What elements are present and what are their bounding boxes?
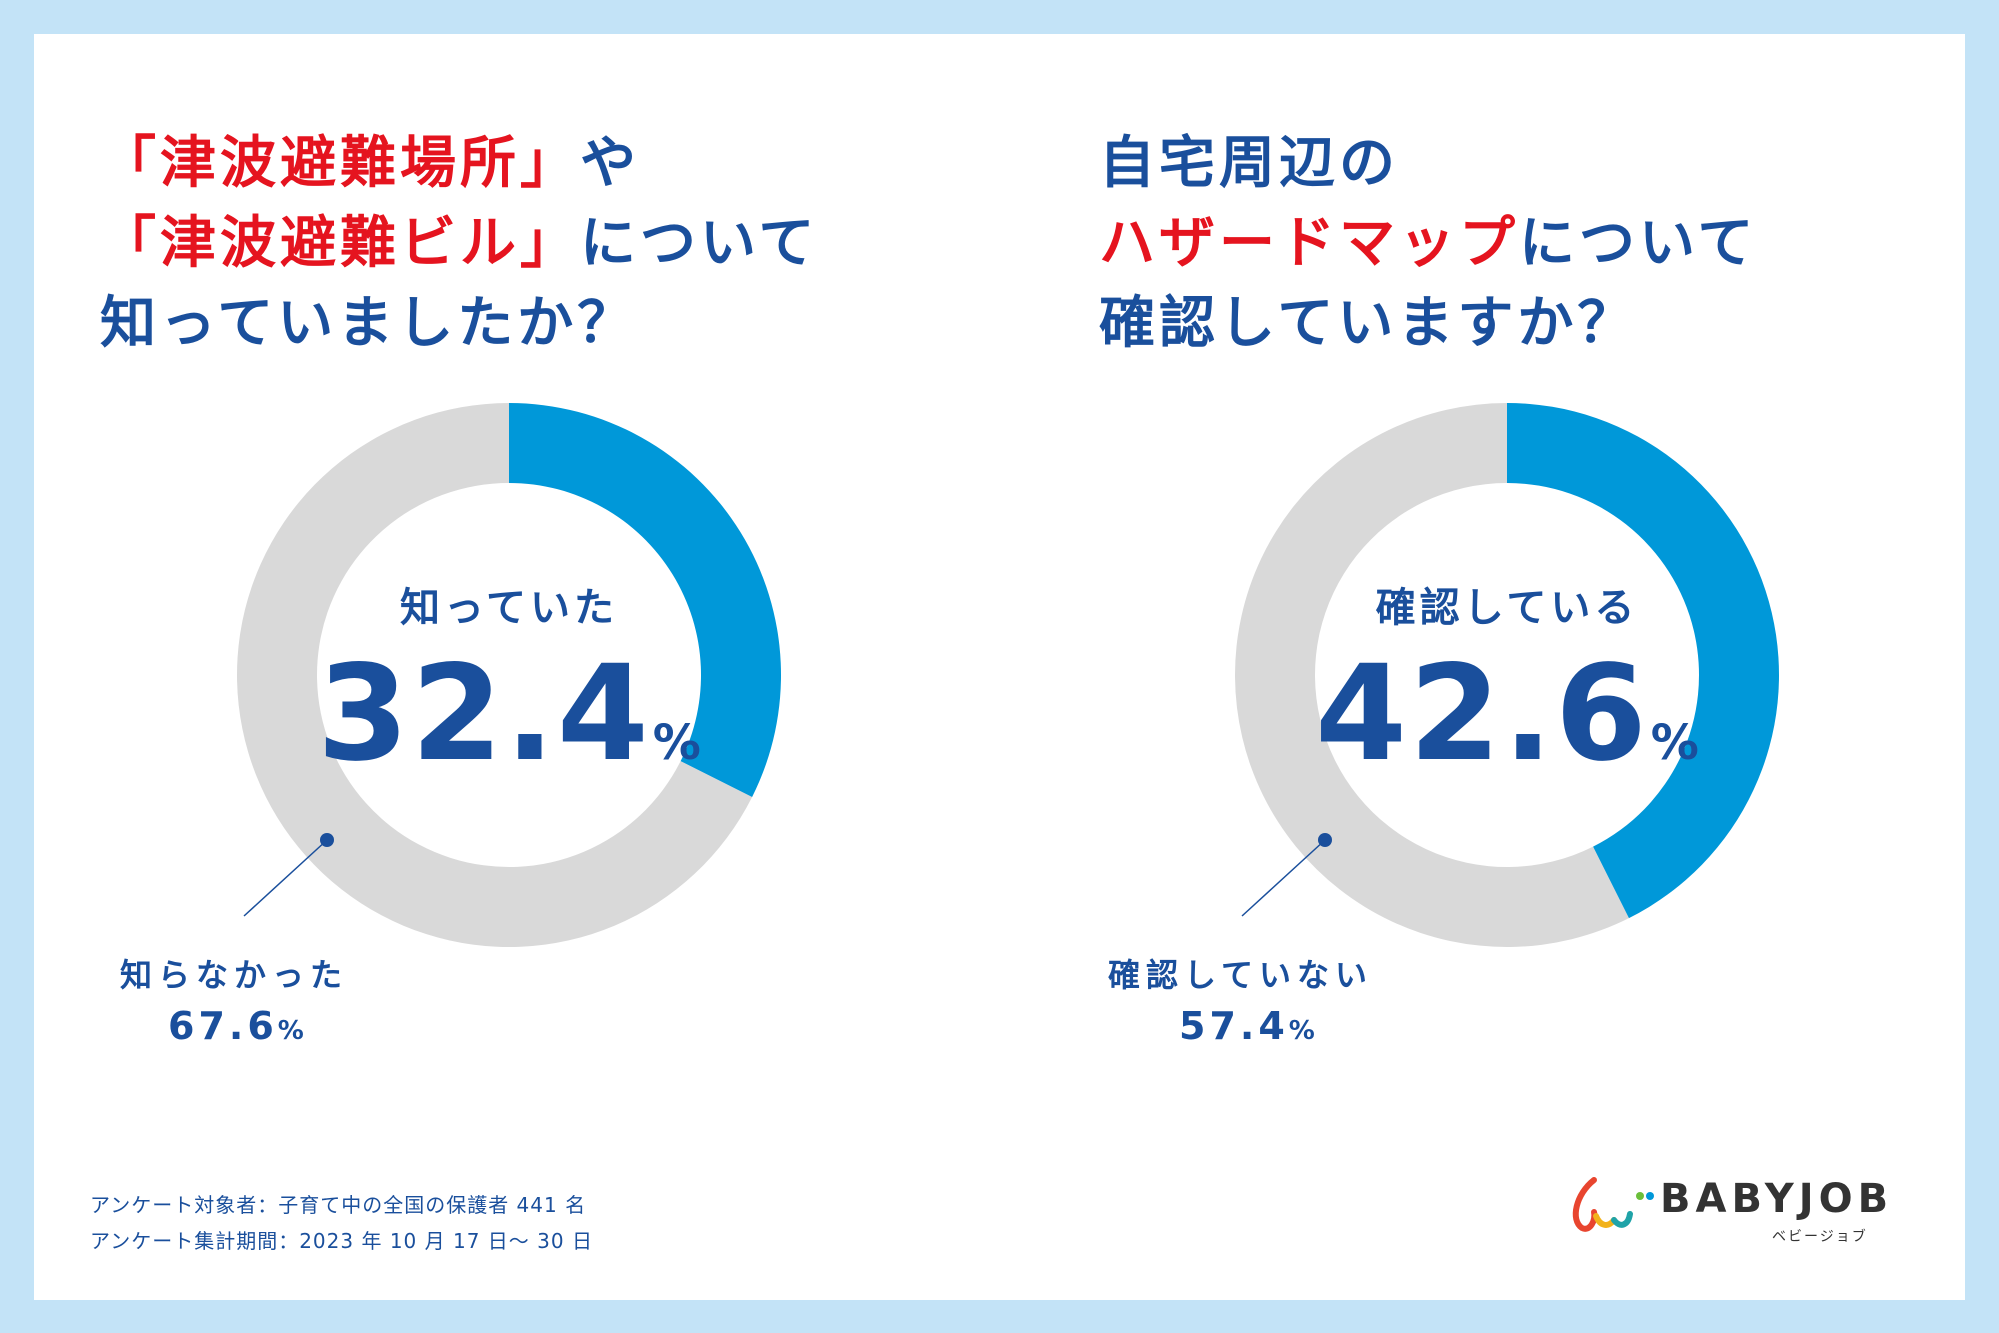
other-slice-value-right: 57.4% xyxy=(1179,1004,1319,1048)
babyjob-logo-mark-icon xyxy=(1572,1177,1654,1232)
other-value-unit-right: % xyxy=(1288,1016,1319,1046)
slice-other-left xyxy=(236,403,753,947)
left-question-title: 「津波避難場所」や 「津波避難ビル」について 知っていましたか？ xyxy=(100,124,818,364)
survey-period-note: アンケート集計期間：2023 年 10 月 17 日～ 30 日 xyxy=(90,1229,593,1253)
slice-other-right xyxy=(1235,403,1629,947)
slice-main-right xyxy=(1507,403,1779,919)
donut-svg-left xyxy=(236,403,781,947)
main-slice-label-right: 確認している xyxy=(1375,585,1639,631)
other-slice-label-left: 知らなかった xyxy=(120,956,349,994)
right-title-line-3: 確認していますか？ xyxy=(1099,291,1638,356)
logo-kana: ベビージョブ xyxy=(1772,1229,1868,1245)
babyjob-logo: BABYJOB ベビージョブ xyxy=(1564,1168,1904,1248)
main-slice-value-right: 42.6% xyxy=(1227,637,1787,791)
other-slice-value-left: 67.6% xyxy=(168,1004,308,1048)
other-value-number-left: 67.6 xyxy=(168,1004,278,1048)
survey-target-note: アンケート対象者：子育て中の全国の保護者 441 名 xyxy=(90,1193,587,1217)
right-title-line-2: ハザードマップについて xyxy=(1099,211,1758,276)
other-value-unit-left: % xyxy=(277,1016,308,1046)
other-value-number-right: 57.4 xyxy=(1179,1004,1289,1048)
other-slice-label-right: 確認していない xyxy=(1108,956,1374,994)
left-title-line-2: 「津波避難ビル」について xyxy=(100,211,819,276)
right-title-line-1: 自宅周辺の xyxy=(1099,131,1399,196)
main-value-number-left: 32.4 xyxy=(317,637,651,791)
donut-svg-right xyxy=(1235,403,1779,947)
main-slice-value-left: 32.4% xyxy=(229,637,789,791)
slice-main-left xyxy=(509,403,781,797)
main-slice-label-left: 知っていた xyxy=(400,585,618,631)
main-value-unit-right: % xyxy=(1650,715,1699,771)
main-value-number-right: 42.6 xyxy=(1315,637,1649,791)
main-value-unit-left: % xyxy=(652,715,701,771)
left-title-line-3: 知っていましたか？ xyxy=(100,291,638,356)
right-question-title: 自宅周辺の ハザードマップについて 確認していますか？ xyxy=(1099,124,1757,364)
donut-chart-tsunami-evacuation: 知っていた 32.4% xyxy=(229,395,789,955)
donut-chart-hazard-map: 確認している 42.6% xyxy=(1227,395,1787,955)
logo-wordmark: BABYJOB xyxy=(1660,1176,1894,1222)
infographic-card: 「津波避難場所」や 「津波避難ビル」について 知っていましたか？ 自宅周辺の ハ… xyxy=(34,34,1965,1300)
left-title-line-1: 「津波避難場所」や xyxy=(100,131,640,196)
